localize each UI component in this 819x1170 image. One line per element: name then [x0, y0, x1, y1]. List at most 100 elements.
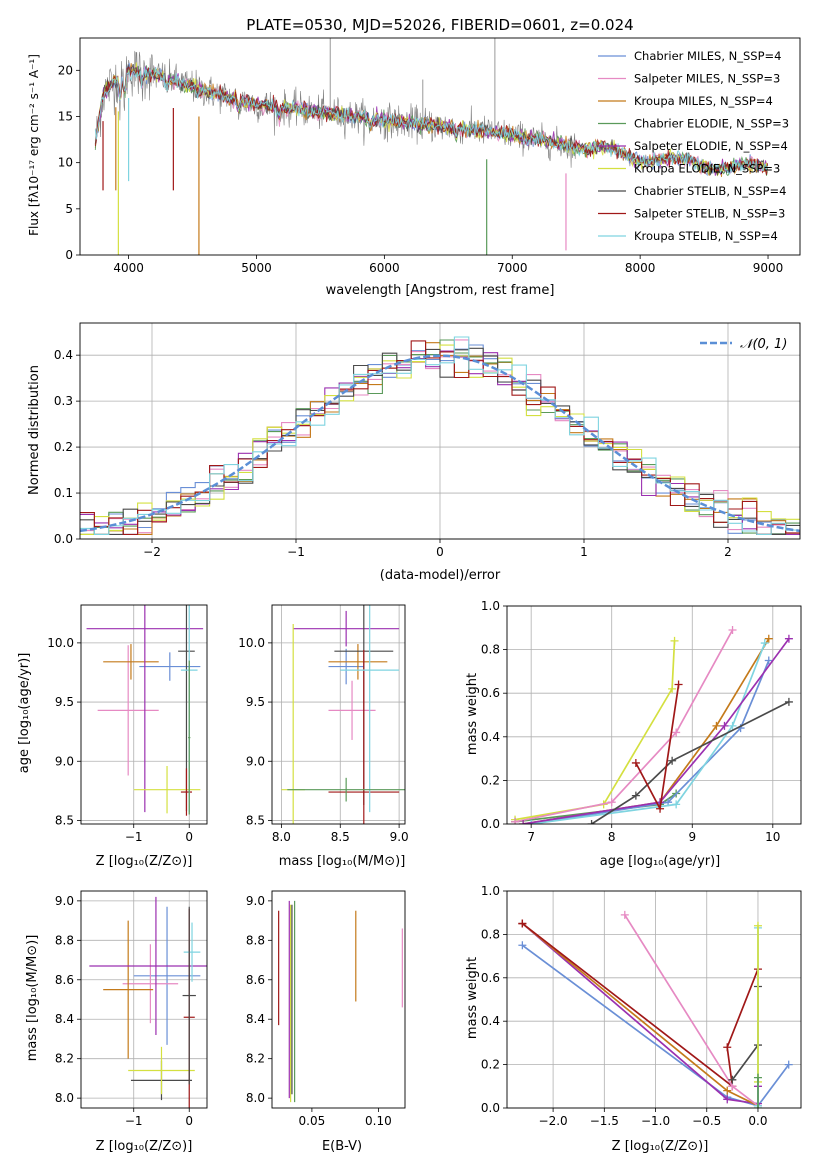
mass-vs-ebv-ytick-label: 9.0 — [246, 894, 265, 908]
mass-weight-vs-age-series-marker — [764, 656, 773, 665]
mass-weight-vs-age-series-marker — [670, 636, 679, 645]
mass-weight-vs-Z-series-marker — [753, 1104, 762, 1108]
mass-vs-Z-errorbar-point — [128, 1046, 195, 1095]
age-vs-Z-ytick-label: 10.0 — [47, 636, 74, 650]
mass-weight-vs-Z-panel: −2.0 −1.5 −1.0 −0.5 0.0 0.0 0.2 0.4 0.6 0.8 1.0 Z … — [465, 884, 802, 1154]
mass-weight-vs-age-ytick-label: 1.0 — [481, 599, 500, 613]
mass-vs-ebv-ytick-label: 8.8 — [246, 933, 265, 947]
spectrum-xlabel: wavelength [Angstrom, rest frame] — [326, 283, 555, 298]
mass-weight-vs-age-series-marker — [587, 820, 596, 824]
spectrum-frame — [79, 37, 801, 256]
mass-vs-Z-errorbar-point — [89, 896, 207, 1036]
mass-weight-vs-Z-lines — [518, 910, 793, 1108]
residuals-ytick-label: 0.0 — [54, 532, 73, 546]
age-vs-mass-ytick-label: 10.0 — [238, 636, 265, 650]
spectrum-ytick-label: 15 — [58, 109, 73, 123]
age-vs-Z-xtick-label: 0 — [185, 830, 193, 844]
residuals-legend: 𝒩(0, 1) — [700, 337, 787, 352]
age-vs-Z-errorbar-point — [97, 645, 159, 776]
spectrum-legend-label: Kroupa STELIB, N_SSP=4 — [634, 229, 778, 243]
mass-vs-ebv-ytick-label: 8.4 — [246, 1012, 265, 1026]
mass-weight-vs-age-ytick-label: 0.4 — [481, 730, 500, 744]
spectrum-xtick-label: 8000 — [625, 261, 656, 275]
age-vs-Z-frame — [80, 604, 208, 825]
spectrum-panel: 4000 5000 6000 7000 8000 9000 0 5 10 15 20 Chabrie… — [27, 37, 801, 298]
age-vs-mass-xtick-label: 8.5 — [331, 830, 350, 844]
mass-vs-Z-ylabel: mass [log₁₀(M/M⊙)] — [25, 935, 40, 1062]
mass-vs-Z-ytick-label: 8.6 — [55, 973, 74, 987]
spectrum-legend-label: Kroupa ELODIE, N_SSP=3 — [634, 162, 780, 176]
mass-weight-vs-age-series-marker — [784, 697, 793, 706]
spectrum-legend-label: Chabrier MILES, N_SSP=4 — [634, 49, 781, 63]
mass-weight-vs-Z-xtick-label: −1.5 — [590, 1114, 619, 1128]
age-vs-Z-errorbar-point — [188, 660, 191, 815]
age-vs-mass-errorbar-point — [328, 680, 376, 740]
spectrum-xtick-label: 9000 — [753, 261, 784, 275]
spectrum-legend-label: Salpeter STELIB, N_SSP=3 — [634, 207, 785, 221]
age-vs-Z-errorbars — [86, 605, 204, 816]
age-vs-mass-errorbar-point — [287, 777, 405, 802]
mass-weight-vs-age-series-marker — [760, 639, 769, 648]
mass-vs-Z-xtick-label: −1 — [125, 1114, 143, 1128]
age-vs-mass-frame — [271, 604, 406, 825]
mass-vs-Z-errorbar-point — [122, 944, 179, 1024]
mass-weight-vs-age-series-marker — [527, 820, 536, 824]
mass-weight-vs-age-series-marker — [511, 817, 520, 824]
spectrum-plot-area: 4000 5000 6000 7000 8000 9000 0 5 10 15 20 — [58, 37, 801, 275]
mass-vs-ebv-ytick-label: 8.2 — [246, 1052, 265, 1066]
spectrum-lines — [94, 38, 768, 255]
mass-weight-vs-age-ytick-label: 0.6 — [481, 686, 500, 700]
mass-weight-vs-age-xtick-label: 8 — [608, 830, 616, 844]
spectrum-legend-label: Chabrier ELODIE, N_SSP=3 — [634, 117, 789, 131]
spectrum-ytick-label: 0 — [65, 248, 73, 262]
mass-weight-vs-Z-ytick-label: 0.4 — [481, 1014, 500, 1028]
mass-weight-vs-Z-xlabel: Z [log₁₀(Z/Z⊙)] — [612, 1139, 709, 1154]
model-spectrum-line — [94, 66, 768, 175]
mass-weight-vs-age-ylabel: mass weight — [465, 673, 480, 755]
age-vs-mass-errorbar-point — [328, 649, 400, 824]
age-vs-Z-errorbar-point — [86, 605, 204, 813]
spectrum-legend-label: Kroupa MILES, N_SSP=4 — [634, 94, 773, 108]
mass-weight-vs-age-series-marker — [672, 728, 681, 737]
residuals-ytick-label: 0.4 — [54, 348, 73, 362]
age-vs-mass-xtick-label: 8.0 — [272, 830, 291, 844]
age-vs-Z-errorbar-point — [139, 652, 201, 681]
mass-weight-vs-age-series-marker — [672, 800, 681, 809]
mass-weight-vs-age-series-marker — [656, 804, 665, 813]
mass-vs-Z-panel: −1 0 8.0 8.2 8.4 8.6 8.8 9.0 Z [log₁₀(Z/Z⊙)] ma… — [25, 890, 208, 1154]
mass-vs-Z-xlabel: Z [log₁₀(Z/Z⊙)] — [96, 1139, 193, 1154]
model-spectrum-line — [94, 66, 768, 176]
age-vs-Z-errorbar-point — [103, 644, 159, 680]
mass-vs-Z-ytick-label: 8.0 — [55, 1091, 74, 1105]
mass-weight-vs-age-series-marker — [674, 680, 683, 689]
mass-weight-vs-Z-ytick-label: 0.2 — [481, 1058, 500, 1072]
age-vs-Z-ylabel: age [log₁₀(age/yr)] — [17, 653, 32, 774]
mass-weight-vs-age-series-line — [522, 638, 790, 824]
residuals-frame — [79, 322, 801, 540]
mass-weight-vs-Z-ytick-label: 0.0 — [481, 1101, 500, 1115]
mass-vs-Z-plot-area: −1 0 8.0 8.2 8.4 8.6 8.8 9.0 — [55, 890, 208, 1128]
mass-vs-ebv-xlabel: E(B-V) — [322, 1139, 362, 1154]
residuals-xtick-label: 2 — [724, 545, 732, 559]
mass-weight-vs-Z-series-marker — [753, 921, 762, 930]
mass-weight-vs-age-xtick-label: 9 — [688, 830, 696, 844]
mass-weight-vs-age-series-marker — [728, 625, 737, 634]
spectrum-xtick-label: 6000 — [369, 261, 400, 275]
mass-weight-vs-age-xtick-label: 7 — [527, 830, 535, 844]
mass-weight-vs-age-series-line — [514, 629, 734, 823]
mass-weight-vs-age-frame — [506, 605, 802, 825]
mass-vs-Z-frame — [80, 890, 208, 1109]
mass-vs-Z-errorbar-point — [183, 922, 201, 982]
mass-vs-Z-ytick-label: 8.4 — [55, 1012, 74, 1026]
spectrum-legend: Chabrier MILES, N_SSP=4 Salpeter MILES, N… — [598, 49, 789, 243]
residuals-xtick-label: 0 — [436, 545, 444, 559]
residuals-xtick-label: −2 — [143, 545, 161, 559]
mass-vs-ebv-ytick-label: 8.6 — [246, 973, 265, 987]
age-vs-Z-ytick-label: 8.5 — [55, 813, 74, 827]
age-vs-mass-xtick-label: 9.0 — [390, 830, 409, 844]
mass-weight-vs-Z-frame — [506, 890, 802, 1109]
mass-vs-Z-errorbars — [89, 896, 207, 1108]
residuals-ytick-label: 0.2 — [54, 440, 73, 454]
